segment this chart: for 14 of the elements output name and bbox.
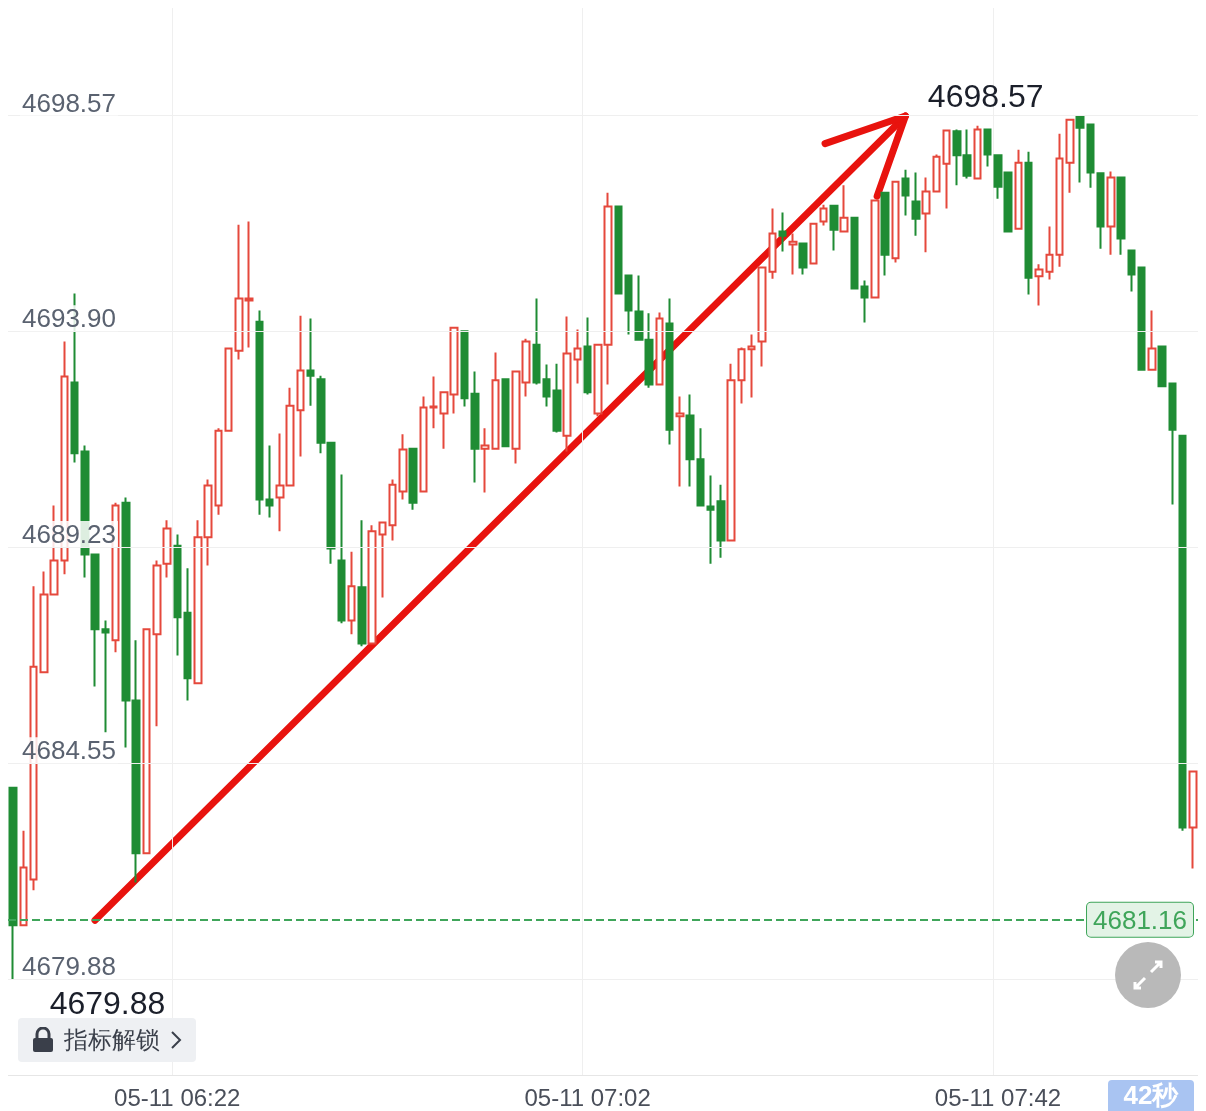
y-tick-label: 4693.90	[22, 303, 116, 334]
y-tick-label: 4679.88	[22, 950, 116, 981]
y-tick-label: 4689.23	[22, 519, 116, 550]
annotation: 4679.88	[49, 984, 166, 1021]
annotation: 指标解锁	[64, 1025, 160, 1055]
annotation: 4698.57	[927, 77, 1044, 114]
unlock-button[interactable]: 指标解锁	[18, 1018, 196, 1062]
x-tick-label: 05-11 07:02	[524, 1083, 651, 1111]
ref-line-label: 4681.16	[1093, 904, 1187, 935]
text: 42秒	[1108, 1080, 1194, 1111]
y-tick-label: 4698.57	[22, 87, 116, 118]
x-tick-label: 05-11 06:22	[114, 1083, 241, 1111]
x-tick-label: 05-11 07:42	[934, 1083, 1062, 1111]
y-tick-label: 4684.55	[22, 735, 116, 766]
